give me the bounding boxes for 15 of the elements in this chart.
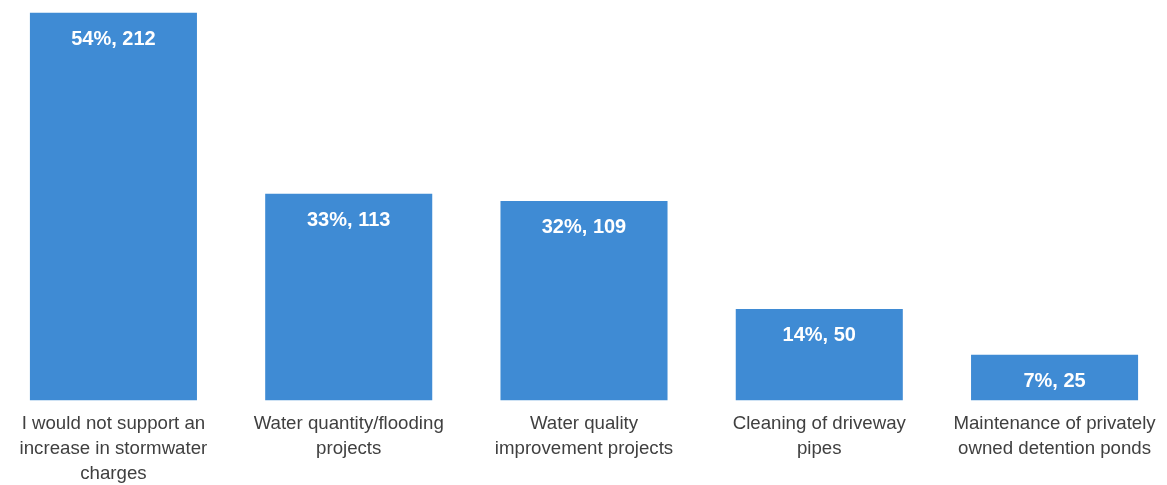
bar [971,354,1139,401]
data-label: 33%, 113 [307,207,391,230]
x-tick-label: I would not support an increase in stormwater charges [19,411,208,483]
data-label: 54%, 212 [71,26,156,49]
data-label: 32%, 109 [541,215,627,238]
x-tick-label: Water quantity/flooding projects [253,411,444,458]
bar [265,193,433,401]
data-label: 7%, 25 [1023,368,1086,391]
bar [500,201,668,401]
x-tick-label: Maintenance of privately owned detention ponds [953,411,1157,458]
bar [29,12,197,401]
x-tick-label: Water quality improvement projects [494,411,674,458]
data-label: 14%, 50 [782,322,856,345]
bar [735,308,903,401]
x-tick-label: Cleaning of driveway pipes [732,411,907,458]
